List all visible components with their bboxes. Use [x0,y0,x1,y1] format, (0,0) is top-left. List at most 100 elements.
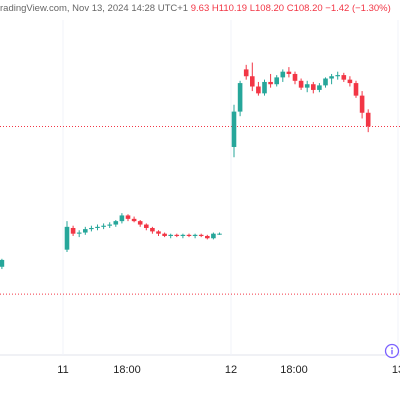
candle [186,233,192,238]
x-tick-labels: 11 18:00 12 18:00 13 [57,364,400,376]
chart-header: radingView.com, Nov 13, 2024 14:28 UTC+1… [0,3,391,17]
candle-body-up [262,81,267,94]
candle-body-down [205,235,210,239]
candle [347,76,353,87]
candle-body-down [144,224,149,228]
candle-body-down [365,112,371,127]
candle-body-up [107,224,112,226]
candle [323,77,328,88]
candle-body-up [64,226,70,250]
candle [89,225,94,232]
candle [292,71,298,85]
header-low: L108.20 [249,3,285,14]
info-icon[interactable] [384,343,400,359]
candle [64,221,70,252]
candle-body-up [317,85,322,90]
candle [101,223,106,230]
candle-body-up [192,234,198,236]
candle [113,219,119,227]
candle-body-down [359,95,365,113]
candle [341,72,347,82]
candle-body-up [304,84,310,88]
candle [205,234,210,240]
candle [125,214,131,222]
candle [217,232,222,235]
price-lines [0,125,400,295]
header-close: C108.20 [286,3,323,14]
x-tick-label: 18:00 [113,364,141,376]
candle [198,233,204,238]
candle [192,233,198,239]
candle-body-down [137,221,143,225]
candle [137,219,143,227]
candle [76,230,82,238]
candle-body-up [274,77,279,85]
candle-body-down [268,81,273,85]
x-tick-label: 11 [57,364,68,376]
candle [243,64,249,80]
candle [262,79,267,96]
candle-body-up [211,233,216,239]
candle-body-down [162,233,167,236]
x-axis [0,20,400,356]
candle [365,109,371,133]
candle-body-up [113,221,119,225]
candle [311,81,316,94]
candle [304,80,310,93]
candle-body-up [231,111,237,147]
candle-body-down [131,218,137,222]
candle [317,83,322,93]
candle [174,233,180,238]
header-source-date: radingView.com, Nov 13, 2024 14:28 UTC+1 [0,3,189,14]
candle-body-down [341,75,347,80]
candle-body-up [329,76,334,79]
x-tick-label: 18:00 [280,364,308,376]
candle-body-down [353,83,359,96]
candle [298,78,304,90]
candle-body-up [180,234,186,236]
candle [180,233,186,239]
candle [0,258,5,270]
candle-body-down [156,231,161,234]
candle-body-up [89,227,94,230]
candle-body-down [174,234,180,236]
candle-body-up [168,234,173,236]
candle-body-up [83,229,88,233]
candle-body-down [292,73,298,81]
x-tick-label: 13 [392,364,400,376]
candle-body-up [280,71,286,78]
header-open-fragment: 9.63 [190,3,210,14]
candle-body-down [70,227,76,234]
candle [131,216,137,223]
candle-body-up [76,232,82,234]
candle [150,226,155,234]
candle-body-up [323,78,328,86]
candle-body-up [119,215,125,222]
candle-body-down [186,234,192,236]
candle-body-up [335,75,340,77]
header-high: H110.19 [211,3,248,14]
candle [237,80,243,117]
candle-body-up [237,83,243,112]
candle [274,75,279,87]
candle-body-down [286,71,292,74]
candle [144,223,149,231]
candle [329,73,334,85]
candle-body-down [347,79,353,84]
candle [286,67,292,78]
candle [231,104,237,158]
candle [107,222,112,228]
candle [119,213,125,224]
candle-body-down [256,86,261,94]
candle [359,91,365,119]
candle [250,62,255,92]
candle-body-up [101,225,106,227]
candle [168,233,173,239]
x-tick-label: 12 [225,364,237,376]
candle-body-down [311,84,316,90]
candle-body-down [125,215,131,219]
candle [335,71,340,80]
candle [162,232,167,238]
